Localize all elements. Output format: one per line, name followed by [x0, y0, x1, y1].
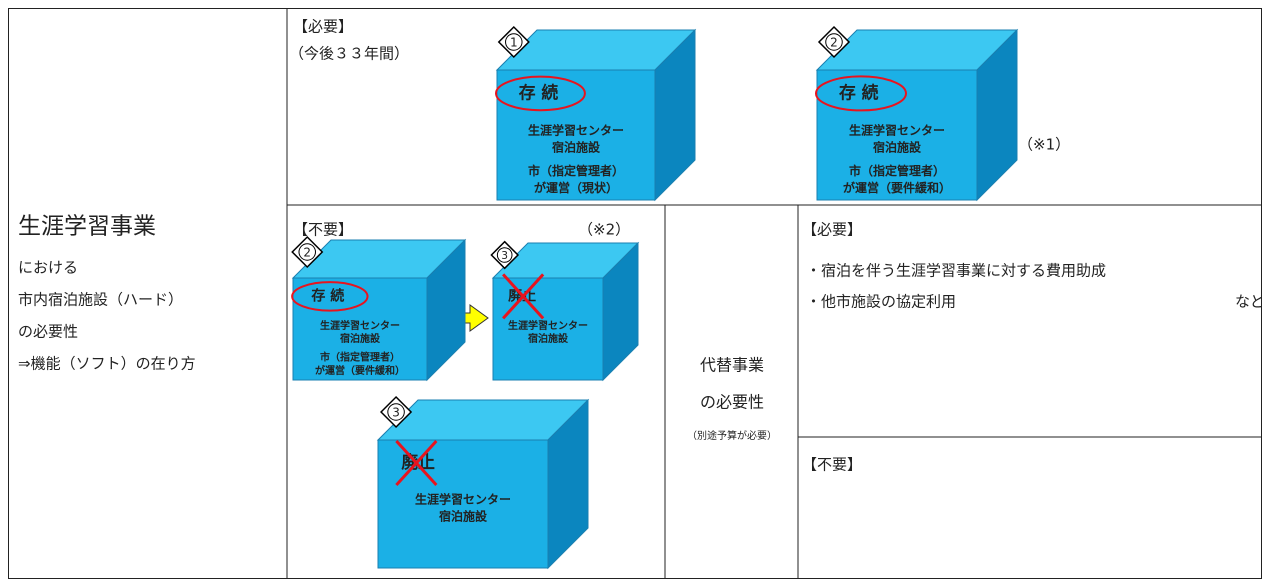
bottom-note: （※2） — [578, 221, 630, 239]
marker-diamond — [817, 25, 851, 59]
cross — [395, 440, 438, 487]
status-circle — [495, 75, 586, 112]
alt-note: （別途予算が必要） — [687, 429, 777, 442]
marker-circle — [505, 33, 523, 51]
cube-status: 存 続 — [311, 287, 344, 304]
cube-status: 存 続 — [839, 82, 879, 102]
cube-line: が運営（現状） — [534, 180, 618, 195]
marker-number: 1 — [510, 36, 518, 50]
alt-line: 代替事業 — [700, 356, 764, 375]
cube-line: 宿泊施設 — [439, 508, 488, 523]
cube-line: が運営（要件緩和） — [315, 364, 405, 377]
cube-status: 存 続 — [519, 82, 559, 102]
left-line: の必要性 — [18, 323, 78, 341]
cube-line: 生涯学習センター — [320, 319, 400, 332]
left-line: ⇒機能（ソフト）の在り方 — [18, 355, 196, 373]
marker-number: 2 — [303, 246, 311, 260]
marker-circle — [496, 247, 513, 263]
marker-diamond — [497, 25, 530, 59]
needed-item: ・他市施設の協定利用 — [806, 293, 956, 311]
cube: 3廃止生涯学習センター宿泊施設 — [376, 395, 590, 570]
cube-line: 宿泊施設 — [528, 332, 569, 345]
marker-circle — [825, 33, 843, 51]
top-label: 【必要】 — [293, 18, 353, 36]
alt-line: の必要性 — [700, 393, 764, 412]
cube-line: 宿泊施設 — [552, 140, 601, 155]
cube-front — [292, 277, 428, 381]
marker-circle — [387, 403, 405, 421]
cube: 3廃止生涯学習センター宿泊施設 — [490, 240, 640, 382]
cube-line: 市（指定管理者） — [849, 163, 945, 178]
marker-number: 2 — [830, 36, 838, 50]
marker-diamond — [291, 235, 324, 269]
cube-line: 生涯学習センター — [849, 123, 945, 138]
top-note: （※1） — [1018, 136, 1070, 154]
needed-item: ・宿泊を伴う生涯学習事業に対する費用助成 — [806, 262, 1106, 280]
cube-line: 生涯学習センター — [528, 123, 624, 138]
cube-line: 生涯学習センター — [415, 492, 511, 507]
needed-label: 【必要】 — [802, 221, 862, 239]
cube-line: が運営（要件緩和） — [843, 180, 951, 195]
cube-line: 市（指定管理者） — [528, 163, 624, 178]
status-circle — [291, 281, 369, 312]
unneeded-label: 【不要】 — [802, 456, 862, 474]
cube-front — [816, 69, 978, 201]
cube-front — [492, 277, 604, 381]
marker-diamond — [380, 395, 413, 429]
left-title: 生涯学習事業 — [18, 214, 156, 240]
cube-front — [377, 439, 549, 569]
marker-circle — [298, 243, 316, 261]
top-period: （今後３３年間） — [289, 45, 409, 63]
status-circle — [815, 75, 907, 112]
cube-line: 生涯学習センター — [508, 319, 588, 332]
marker-diamond — [490, 240, 520, 270]
left-line: 市内宿泊施設（ハード） — [18, 291, 183, 309]
marker-number: 3 — [392, 406, 400, 420]
cube-line: 宿泊施設 — [340, 332, 381, 345]
needed-suffix: など — [1235, 293, 1262, 311]
cross — [502, 273, 545, 320]
cube-line: 宿泊施設 — [873, 140, 922, 155]
bottom-label: 【不要】 — [293, 221, 353, 239]
marker-number: 3 — [501, 249, 508, 262]
cube-line: 市（指定管理者） — [320, 351, 400, 364]
left-line: における — [18, 259, 78, 277]
cube-front — [496, 69, 656, 201]
